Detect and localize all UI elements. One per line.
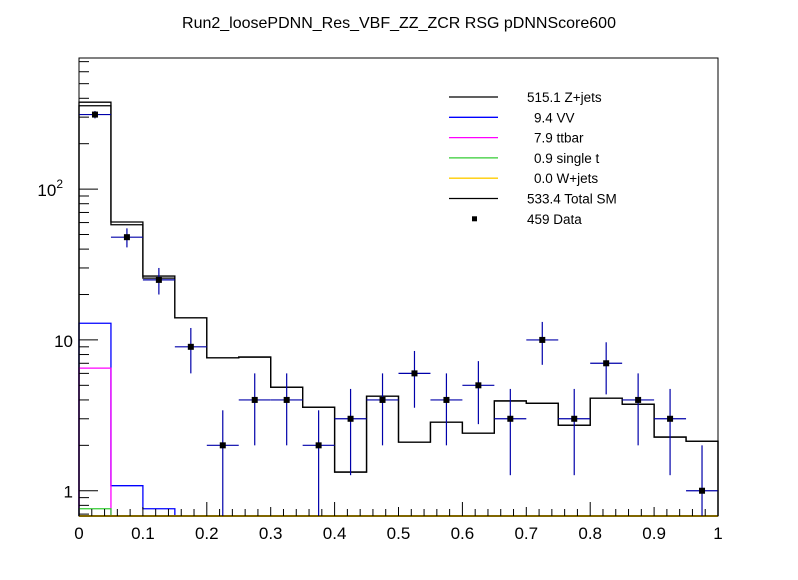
y-tick-label: 10 xyxy=(54,332,73,351)
data-point xyxy=(526,321,559,365)
data-point xyxy=(206,410,239,516)
data-marker xyxy=(443,396,450,403)
legend-marker xyxy=(472,216,477,222)
data-point xyxy=(270,373,303,446)
legend-entry-ttbar: 7.9 ttbar xyxy=(449,131,584,146)
x-tick-label: 0.7 xyxy=(514,524,538,543)
data-point xyxy=(558,388,591,476)
data-point xyxy=(590,342,623,395)
legend-label: 459 Data xyxy=(527,212,582,227)
x-tick-label: 0.6 xyxy=(451,524,475,543)
chart-title: Run2_loosePDNN_Res_VBF_ZZ_ZCR RSG pDNNSc… xyxy=(182,15,616,32)
data-marker xyxy=(699,487,706,494)
data-point xyxy=(462,361,495,425)
data-point xyxy=(110,228,143,248)
legend-entry-w-jets: 0.0 W+jets xyxy=(449,171,598,186)
y-tick-exponent: 2 xyxy=(56,177,63,191)
data-marker xyxy=(187,343,194,350)
x-tick-label: 0.5 xyxy=(387,524,411,543)
x-tick-label: 0.2 xyxy=(195,524,219,543)
data-marker xyxy=(635,396,642,403)
x-tick-label: 0.3 xyxy=(259,524,283,543)
data-marker xyxy=(155,276,162,283)
legend-entry-vv: 9.4 VV xyxy=(449,110,575,125)
data-point xyxy=(430,373,463,446)
y-tick-label: 102 xyxy=(37,177,63,200)
x-tick-label: 1 xyxy=(713,524,722,543)
x-tick-label: 0.1 xyxy=(131,524,155,543)
legend-label: 9.4 VV xyxy=(534,110,575,125)
data-point xyxy=(398,350,431,408)
legend-label: 7.9 ttbar xyxy=(534,131,584,146)
data-marker xyxy=(283,396,290,403)
data-marker xyxy=(251,396,258,403)
data-marker xyxy=(123,234,130,241)
legend-entry-single-t: 0.9 single t xyxy=(449,151,600,166)
x-tick-label: 0.9 xyxy=(642,524,666,543)
data-marker xyxy=(571,415,578,422)
data-point xyxy=(79,110,111,119)
legend-entry-z-jets: 515.1 Z+jets xyxy=(449,90,602,105)
data-point xyxy=(622,373,655,446)
data-marker xyxy=(411,370,418,377)
x-tick-label: 0.8 xyxy=(578,524,602,543)
legend-entry-data: 459 Data xyxy=(472,212,582,227)
legend-label: 533.4 Total SM xyxy=(527,192,617,207)
histogram-total-sm xyxy=(78,101,719,516)
data-point xyxy=(334,388,367,476)
legend-label: 0.0 W+jets xyxy=(534,171,598,186)
y-tick-label: 1 xyxy=(64,483,73,502)
legend-label: 515.1 Z+jets xyxy=(527,90,602,105)
data-marker xyxy=(91,111,98,118)
data-marker xyxy=(603,360,610,367)
legend-entry-total-sm: 533.4 Total SM xyxy=(449,192,617,207)
data-point xyxy=(238,373,271,446)
data-marker xyxy=(539,336,546,343)
data-point xyxy=(654,388,687,476)
data-point xyxy=(686,445,718,516)
data-marker xyxy=(347,415,354,422)
x-tick-label: 0.4 xyxy=(323,524,347,543)
data-point xyxy=(366,373,399,446)
data-marker xyxy=(315,442,322,449)
data-marker xyxy=(379,396,386,403)
data-point xyxy=(174,327,207,374)
data-marker xyxy=(507,415,514,422)
data-point xyxy=(494,388,527,476)
data-marker xyxy=(667,415,674,422)
data-point xyxy=(142,267,175,295)
data-marker xyxy=(219,442,226,449)
legend-label: 0.9 single t xyxy=(534,151,600,166)
x-tick-label: 0 xyxy=(74,524,83,543)
data-point xyxy=(302,410,335,516)
data-marker xyxy=(475,382,482,389)
